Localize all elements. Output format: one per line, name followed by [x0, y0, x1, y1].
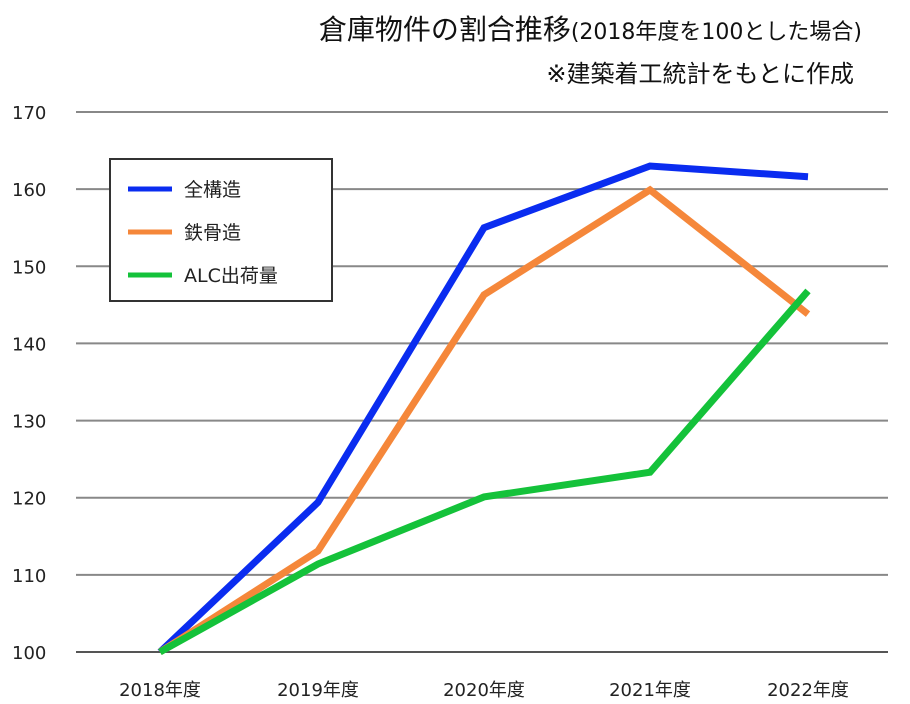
chart-title: 倉庫物件の割合推移(2018年度を100とした場合) — [319, 8, 862, 48]
chart-title-suffix: (2018年度を100とした場合) — [570, 20, 862, 45]
x-tick-label: 2019年度 — [277, 680, 359, 701]
legend-label: ALC出荷量 — [184, 265, 278, 287]
y-tick-label: 130 — [12, 412, 46, 433]
y-tick-label: 100 — [12, 643, 46, 664]
legend-label: 全構造 — [184, 179, 241, 201]
legend-label: 鉄骨造 — [184, 222, 241, 244]
x-tick-label: 2020年度 — [443, 680, 525, 701]
y-tick-label: 160 — [12, 180, 46, 201]
x-tick-label: 2022年度 — [767, 680, 849, 701]
y-tick-label: 140 — [12, 334, 46, 355]
series-line — [158, 288, 811, 656]
x-tick-label: 2018年度 — [119, 680, 201, 701]
x-tick-label: 2021年度 — [609, 680, 691, 701]
y-tick-label: 170 — [12, 103, 46, 124]
chart-title-main: 倉庫物件の割合推移 — [318, 13, 571, 46]
y-tick-label: 150 — [12, 257, 46, 278]
y-tick-label: 120 — [12, 489, 46, 510]
chart-subtitle: ※建築着工統計をもとに作成 — [546, 60, 854, 88]
y-tick-label: 110 — [12, 566, 46, 587]
